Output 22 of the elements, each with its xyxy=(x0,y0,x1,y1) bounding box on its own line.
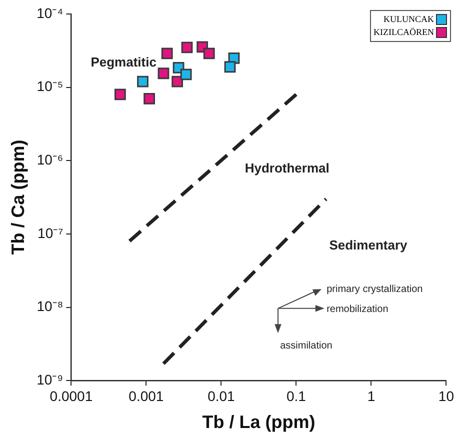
y-tick-label: 10⁻⁸ xyxy=(36,298,64,314)
x-tick-label: 0.0001 xyxy=(50,388,93,404)
annotation: assimilation xyxy=(280,340,332,352)
annotation: Hydrothermal xyxy=(244,160,330,176)
annotation: remobilization xyxy=(326,304,388,315)
x-axis-title: Tb / La (ppm) xyxy=(202,412,316,432)
annotation: Sedimentary xyxy=(329,238,408,253)
y-tick-label: 10⁻⁵ xyxy=(36,78,64,94)
x-tick-label: 0.001 xyxy=(128,388,164,404)
y-tick-label: 10⁻⁷ xyxy=(38,224,64,241)
x-tick-label: 0.1 xyxy=(286,388,306,404)
y-tick-label: 10⁻⁹ xyxy=(36,371,64,388)
y-tick-label: 10⁻⁴ xyxy=(36,4,64,21)
y-axis-title: Tb / Ca (ppm) xyxy=(8,140,28,255)
legend-label: KULUNCAK xyxy=(384,13,434,26)
annotation: primary crystallization xyxy=(326,284,423,296)
x-tick-label: 0.01 xyxy=(208,388,236,404)
x-tick-label: 1 xyxy=(367,388,376,404)
legend-label: KIZILCAÖREN xyxy=(374,26,434,39)
annotation: Pegmatitic xyxy=(90,54,156,70)
y-tick-label: 10⁻⁶ xyxy=(36,152,64,168)
x-tick-label: 10 xyxy=(438,388,454,404)
